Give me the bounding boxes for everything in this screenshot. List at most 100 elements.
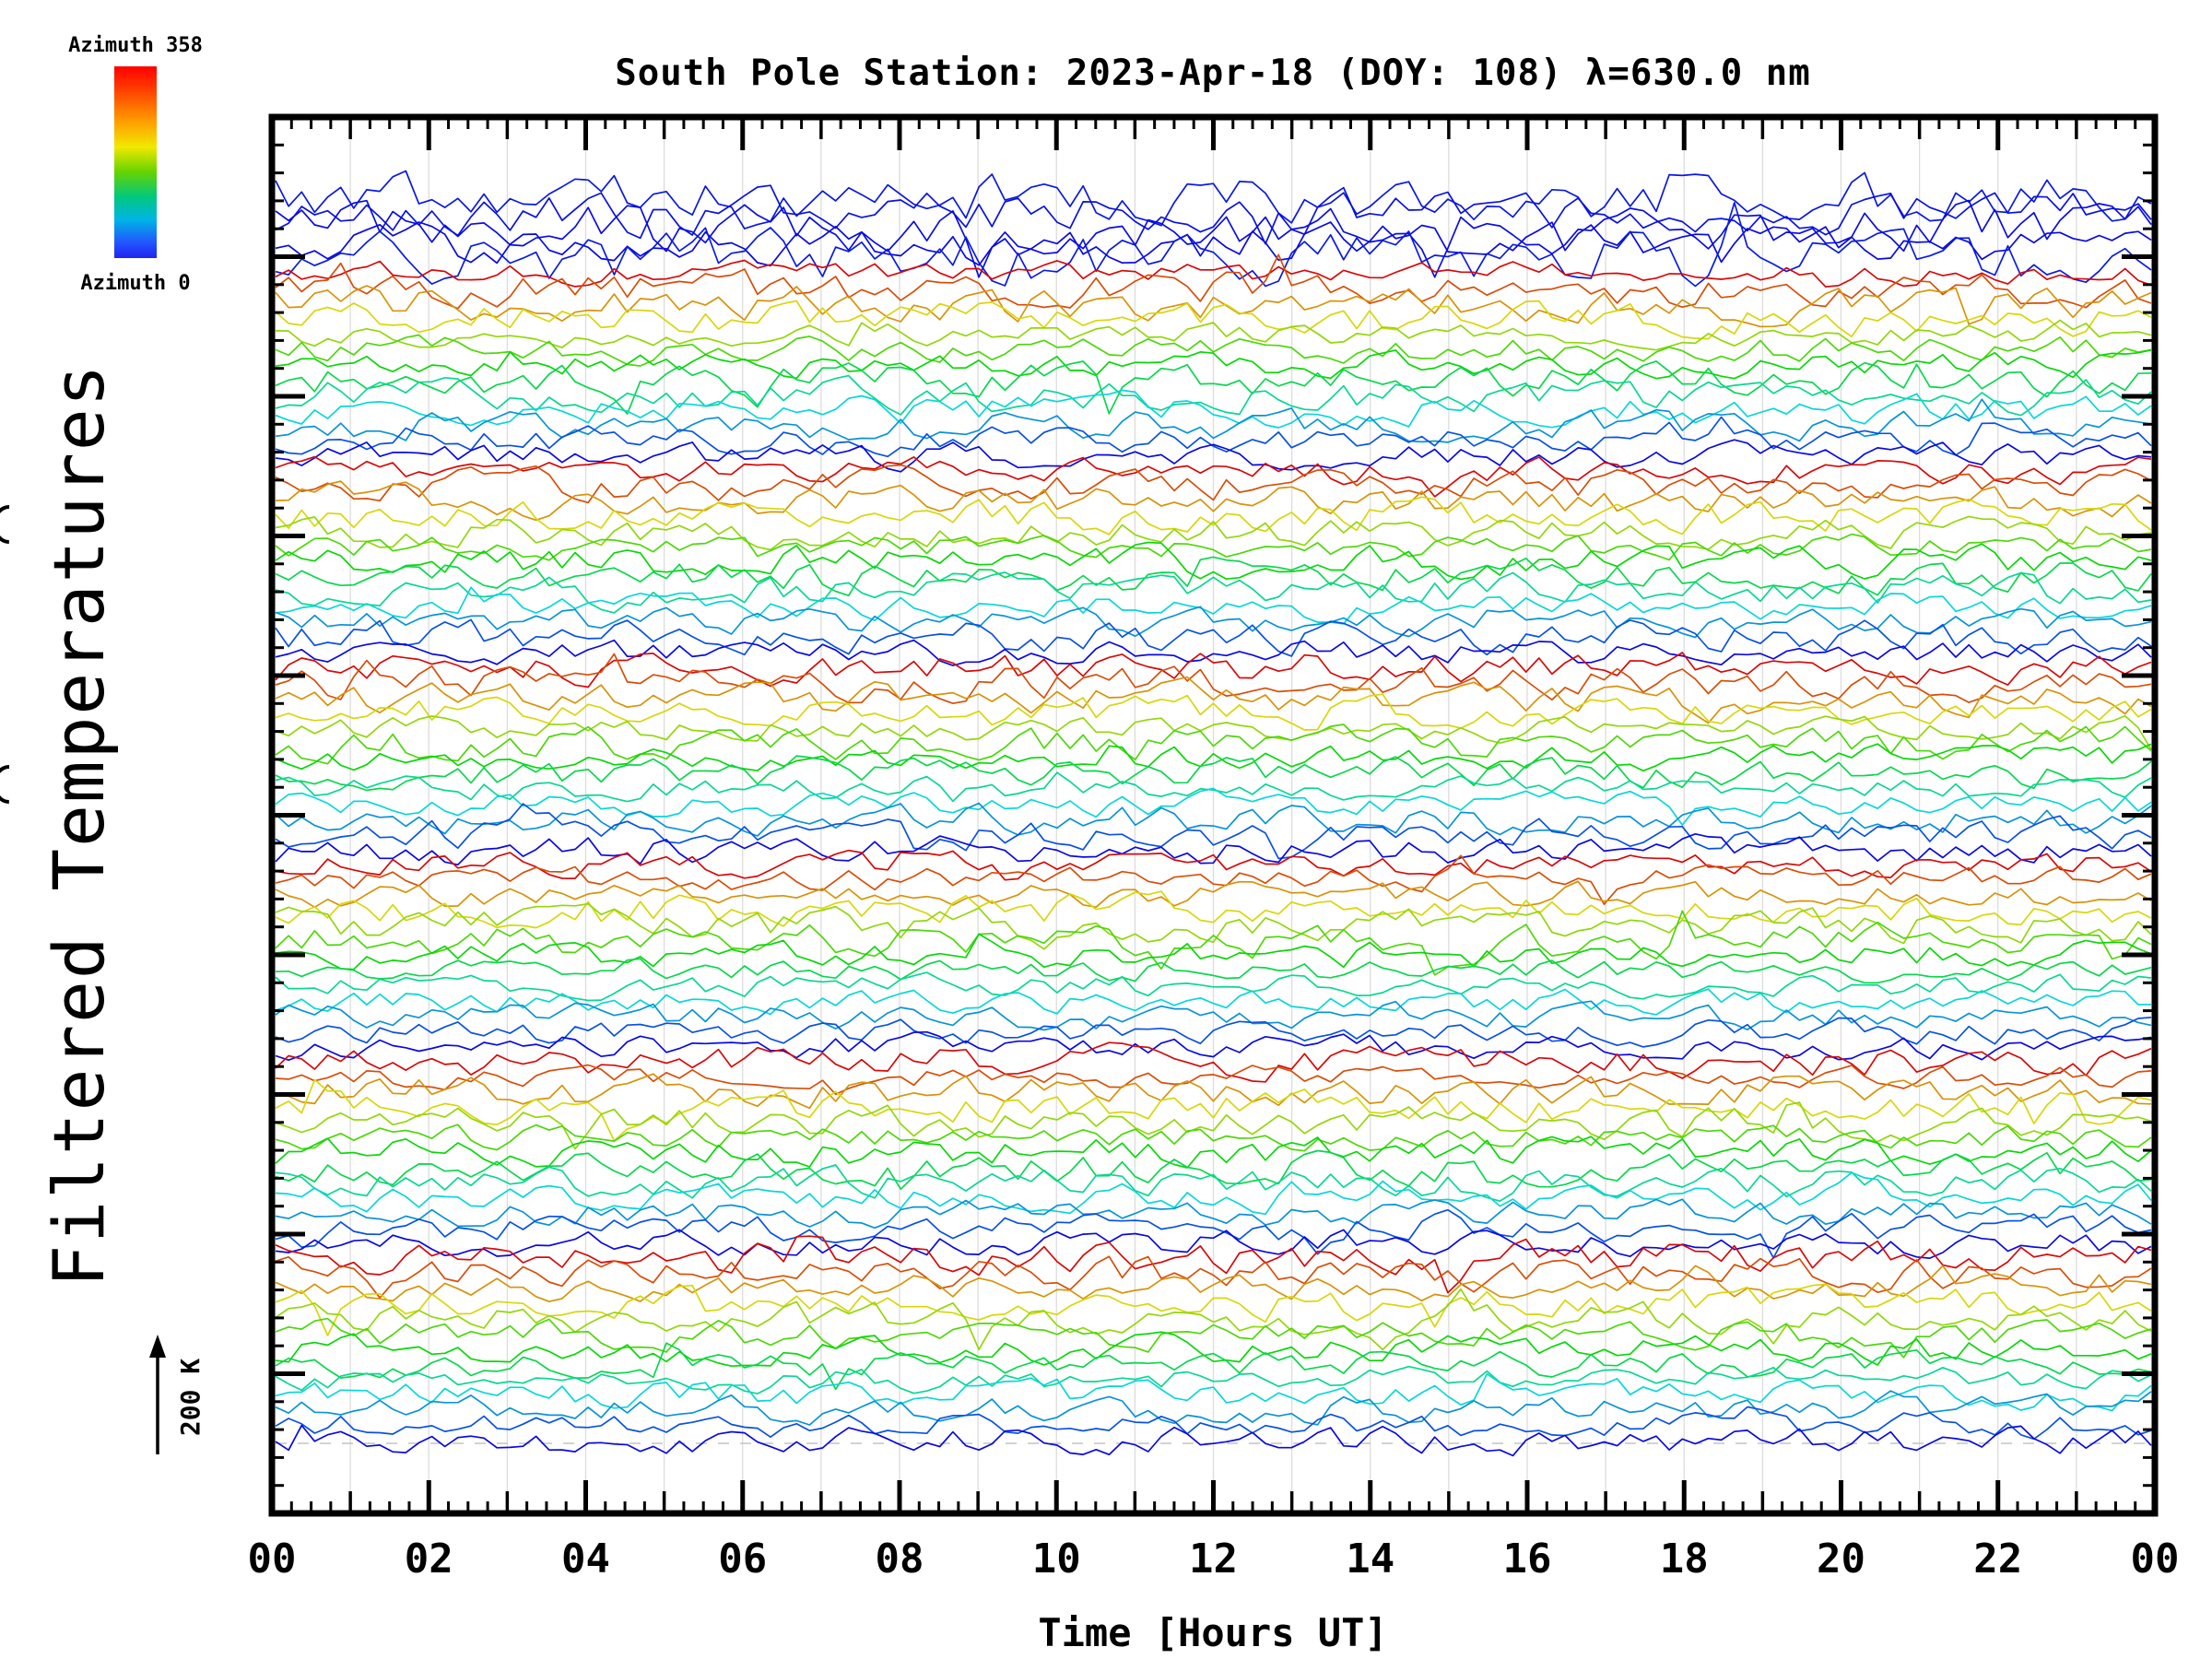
trace-line [275,958,2152,984]
trace-line [275,1101,2152,1150]
trace-line [275,724,2152,765]
scale-arrow-head [149,1335,166,1358]
trace-line [275,1149,2152,1191]
trace-line [275,890,2152,929]
trace-line [275,787,2152,826]
x-tick-label: 18 [1660,1535,1709,1583]
x-tick-label: 14 [1346,1535,1394,1583]
colorbar-top-label: Azimuth 358 [68,34,203,57]
x-tick-labels: 00 02 04 06 08 10 12 14 16 18 20 22 00 [248,1535,2180,1583]
trace-line [275,606,2152,639]
trace-line [275,1424,2152,1457]
trace-line [275,348,2152,380]
x-tick-label: 04 [561,1535,610,1583]
trace-line [275,832,2152,866]
trace-line [275,184,2152,245]
clipped-glyph-fragment [0,504,10,544]
trace-line [275,1135,2152,1169]
trace-line [275,714,2152,750]
trace-line [275,319,2152,351]
chart-area: 00 02 04 06 08 10 12 14 16 18 20 22 00 [248,113,2180,1583]
trace-line [275,259,2152,288]
trace-line [275,586,2152,625]
trace-line [275,1208,2152,1259]
trace-line [275,1124,2152,1152]
trace-line [275,1317,2152,1359]
trace-line [275,639,2152,666]
trace-line [275,533,2152,561]
trace-line [275,439,2152,473]
trace-line [275,676,2152,724]
trace-line [275,755,2152,792]
trace-line [275,199,2152,278]
trace-line [275,771,2152,803]
trace-line [275,1073,2152,1110]
gridlines [349,121,2077,1510]
x-tick-label: 16 [1503,1535,1552,1583]
trace-line [275,1372,2152,1412]
x-tick-label: 10 [1032,1535,1081,1583]
trace-line [275,285,2152,328]
trace-line [275,1041,2152,1083]
trace-line [275,1283,2152,1336]
trace-line [275,1229,2152,1259]
trace-line [275,389,2152,429]
x-tick-label: 00 [2131,1535,2180,1583]
x-tick-label: 00 [248,1535,297,1583]
x-tick-label: 12 [1189,1535,1238,1583]
trace-line [275,988,2152,1016]
trace-line [275,1331,2152,1368]
trace-line [275,854,2152,905]
trace-line [275,743,2152,772]
trace-line [275,933,2152,971]
trace-line [275,464,2152,504]
trace-line [275,496,2152,535]
trace-line [275,880,2152,909]
trace-line [275,1030,2152,1062]
clipped-glyph-fragment [0,764,10,804]
trace-line [275,803,2152,860]
trace-line [275,334,2152,367]
x-tick-label: 08 [876,1535,924,1583]
trace-line [275,1265,2152,1303]
trace-line [275,1406,2152,1441]
trace-line [275,1342,2152,1391]
trace-lines [275,170,2152,1457]
trace-line [275,849,2152,881]
trace-line [275,802,2152,837]
trace-line [275,1078,2152,1142]
trace-line [275,618,2152,657]
trace-line [275,515,2152,551]
trace-line [275,221,2152,267]
trace-line [275,1000,2152,1031]
trace-line [275,416,2152,458]
x-tick-label: 02 [405,1535,453,1583]
trace-line [275,1235,2152,1294]
trace-line [275,455,2152,498]
trace-line [275,253,2152,310]
x-axis-title: Time [Hours UT] [1038,1610,1387,1655]
trace-line [275,1288,2152,1351]
trace-line [275,1390,2152,1426]
trace-line [275,480,2152,522]
x-tick-label: 20 [1817,1535,1865,1583]
trace-line [275,300,2152,340]
trace-line [275,1365,2152,1394]
trace-line [275,374,2152,417]
x-tick-label: 22 [1973,1535,2022,1583]
trace-line [275,556,2152,597]
trace-line [275,541,2152,581]
trace-line [275,202,2152,288]
scale-bar: 200 K [149,1335,206,1454]
x-tick-label: 06 [718,1535,767,1583]
trace-line [275,910,2152,976]
trace-line [275,1164,2152,1203]
azimuth-colorbar [114,66,157,258]
colorbar-bottom-label: Azimuth 0 [80,272,190,295]
trace-line [275,170,2152,229]
trace-line [275,360,2152,415]
trace-line [275,1017,2152,1048]
plot-border [268,113,2159,1517]
trace-line [275,971,2152,1002]
